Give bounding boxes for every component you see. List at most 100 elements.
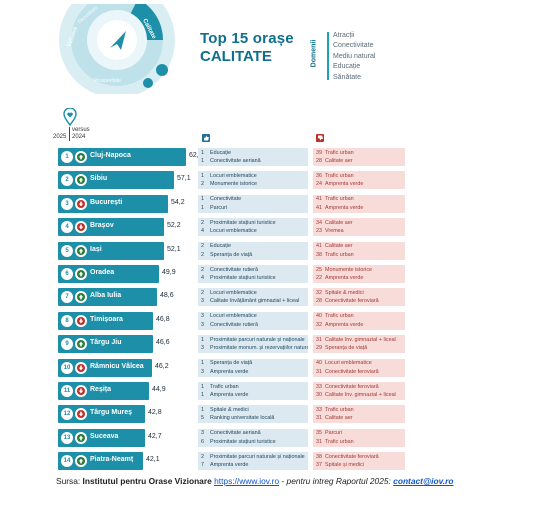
strengths-cell: 2 Proximitate stațiuni turistice 4 Locuri e… [198,218,308,237]
location-heart-icon [63,108,77,126]
strengths-cell: 1 Educație 1 Conectivitate aeriană [198,148,308,166]
strengths-cell-item: 2 Monumente istorice [201,181,258,188]
city-name: Reșița [90,386,112,393]
weaknesses-cell-item: 40 Trafic urban [316,313,354,320]
score-bar: 8 Timișoara [58,311,153,330]
domain-item: Educație [333,63,361,71]
weaknesses-cell-item: 28 Calitate aer [316,158,353,165]
strengths-cell-item: 3 Calitate învățământ gimnazial + liceal [201,298,300,305]
weaknesses-cell: 33 Conectivitate feroviară 30 Calitate înv.… [313,382,405,400]
strengths-cell: 2 Proximitate parcuri naturale și naționa… [198,452,308,471]
domain-item: Atracții [333,32,355,39]
strengths-cell: 2 Educație 2 Speranța de viață [198,241,308,260]
strengths-cell-item: 2 Proximitate parcuri naturale și naționa… [201,453,305,460]
score-label: 48,6 [160,292,174,300]
trend-up-icon [75,455,87,468]
trend-up-icon [75,291,87,304]
score-label: 52,1 [167,245,181,253]
rank-badge: 9 [61,338,73,351]
strengths-cell-item: 2 Conectivitate rutieră [201,266,258,273]
score-bar: 4 Brașov [58,218,164,237]
weaknesses-cell-item: 22 Amprenta verde [316,275,364,282]
score-label: 57,1 [177,175,191,183]
source-org: Institutul pentru Orase Vizionare [82,476,212,486]
strengths-cell-item: 1 Educație [201,149,231,156]
trend-down-icon [75,197,87,210]
weaknesses-cell: 35 Parcuri 31 Trafic urban [313,428,405,447]
weaknesses-cell-item: 29 Speranța de viață [316,345,368,352]
domains-label: Domenii [310,39,318,68]
strengths-cell: 3 Conectivitate aeriană 6 Proximitate stați… [198,428,308,447]
rank-badge: 7 [61,291,73,304]
strengths-cell-item: 3 Proximitate monum. și rezervațiilor nat… [201,345,308,352]
source-line: Sursa: Institutul pentru Orase Vizionare… [56,476,454,486]
weaknesses-cell-item: 41 Amprenta verde [316,204,364,211]
strengths-cell-item: 3 Locuri emblematice [201,313,257,320]
rank-badge: 1 [61,151,73,163]
score-label: 49,9 [162,269,176,276]
weaknesses-cell-item: 32 Spitale & medici [316,289,364,296]
score-label: 46,2 [155,362,169,370]
page-subtitle: CALITATE [200,48,272,65]
weaknesses-cell-item: 39 Trafic urban [316,149,354,156]
versus-label: versus [72,127,90,133]
trend-up-icon [75,431,87,444]
score-bar: 1 Cluj-Napoca [58,148,186,166]
score-bar: 10 Râmnicu Vâlcea [58,358,152,377]
domain-item: Mediu natural [333,52,376,60]
score-bar: 3 București [58,194,168,213]
strengths-cell-item: 1 Locuri emblematice [201,172,257,179]
source-link[interactable]: https://www.iov.ro [214,476,280,486]
strengths-cell-item: 3 Conectivitate aeriană [201,430,261,437]
weaknesses-cell-item: 31 Trafic urban [316,438,354,445]
city-name: Brașov [90,222,114,230]
strengths-cell: 1 Conectivitate 1 Parcuri [198,194,308,213]
rank-badge: 10 [61,361,73,374]
score-bar: 6 Oradea [58,265,159,283]
trend-down-icon [75,361,87,374]
rank-badge: 2 [61,174,73,187]
strengths-cell-item: 1 Speranța de viață [201,360,253,367]
strengths-cell-item: 2 Educație [201,243,231,250]
trend-up-icon [75,268,87,280]
score-label: 42,7 [148,432,162,440]
trend-up-icon [75,174,87,187]
rank-badge: 3 [61,197,73,210]
score-label: 46,6 [156,339,170,347]
strengths-cell: 1 Locuri emblematice 2 Monumente istorice [198,171,308,190]
weaknesses-cell-item: 32 Amprenta verde [316,321,364,328]
strengths-cell-item: 3 Amprenta verde [201,368,249,375]
weaknesses-cell-item: 31 Conectivitate feroviară [316,368,379,375]
weaknesses-cell-item: 40 Locuri emblematice [316,360,372,367]
city-name: București [90,198,123,206]
weaknesses-cell-item: 24 Amprenta verde [316,181,364,188]
strengths-cell: 1 Trafic urban 1 Amprenta verde [198,382,308,400]
weaknesses-cell-item: 41 Calitate aer [316,243,353,250]
rank-badge: 4 [61,221,73,234]
logo-label-prosperitate: Prosperitate [94,78,121,84]
weaknesses-cell-item: 41 Trafic urban [316,196,354,203]
strengths-cell-item: 4 Locuri emblematice [201,228,257,235]
score-label: 46,8 [156,315,170,323]
rank-badge: 8 [61,314,73,327]
weaknesses-cell-item: 38 Conectivitate feroviară [316,453,379,460]
strengths-cell: 2 Conectivitate rutieră 4 Proximitate stați… [198,265,308,283]
weaknesses-cell: 41 Trafic urban 41 Amprenta verde [313,194,405,213]
trend-up-icon [75,338,87,351]
city-name: Târgu Mureș [90,409,133,417]
strengths-cell-item: 3 Conectivitate rutieră [201,321,258,328]
strengths-cell-item: 2 Proximitate stațiuni turistice [201,219,276,226]
strengths-cell-item: 1 Conectivitate [201,196,242,203]
year-previous: 2024 [72,134,86,140]
weaknesses-cell: 32 Spitale & medici 28 Conectivitate ferovi… [313,288,405,307]
weaknesses-cell-item: 38 Trafic urban [316,251,354,258]
city-name: Iași [90,245,102,253]
score-label: 62,9 [189,152,203,159]
source-email[interactable]: contact@iov.ro [393,476,454,486]
score-label: 42,1 [146,456,160,464]
rank-badge: 12 [61,408,73,421]
strengths-cell-item: 1 Parcuri [201,204,228,211]
score-bar: 12 Târgu Mureș [58,405,145,424]
city-name: Oradea [90,269,115,276]
weaknesses-cell: 40 Trafic urban 32 Amprenta verde [313,311,405,330]
